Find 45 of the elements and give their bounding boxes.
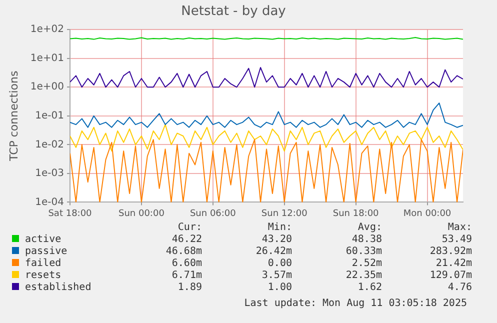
x-tick-label: Sun 00:00 bbox=[118, 208, 165, 219]
text: 1.89 bbox=[176, 282, 202, 294]
text: 21.42m bbox=[434, 258, 472, 270]
text: 6.60m bbox=[170, 258, 202, 270]
legend-label: passive bbox=[25, 246, 68, 257]
text: 129.07m bbox=[428, 270, 472, 282]
text: 0.00 bbox=[266, 258, 292, 270]
legend-label: active bbox=[25, 234, 62, 245]
text: Cur: bbox=[176, 222, 202, 234]
x-tick-label: Sun 12:00 bbox=[261, 208, 308, 219]
text: 46.22 bbox=[170, 234, 202, 246]
text: 1.00 bbox=[266, 282, 292, 294]
text: 46.68m bbox=[164, 246, 202, 258]
y-tick-label: 1e+01 bbox=[30, 52, 64, 64]
legend-label: failed bbox=[25, 258, 62, 269]
y-axis-title: TCP connections bbox=[7, 70, 20, 162]
x-tick-label: Sun 06:00 bbox=[190, 208, 236, 219]
legend-label: established bbox=[25, 282, 92, 293]
y-tick-label: 1e-04 bbox=[35, 196, 64, 208]
y-tick-label: 1e-03 bbox=[35, 168, 64, 180]
text: 4.76 bbox=[446, 282, 472, 294]
y-tick-label: 1e+00 bbox=[30, 82, 64, 93]
text: 283.92m bbox=[428, 246, 472, 258]
text: 6.71m bbox=[170, 270, 202, 282]
text: 53.49 bbox=[440, 234, 472, 246]
text: Avg: bbox=[356, 222, 382, 234]
y-tick-label: 1e-02 bbox=[35, 139, 64, 150]
text: 2.52m bbox=[350, 258, 382, 270]
x-tick-label: Mon 00:00 bbox=[403, 208, 452, 219]
text: 48.38 bbox=[350, 234, 382, 246]
x-tick-label: Sun 18:00 bbox=[332, 208, 380, 219]
legend-label: resets bbox=[25, 270, 62, 281]
text: 43.20 bbox=[260, 234, 292, 246]
y-tick-label: 1e+02 bbox=[30, 24, 64, 36]
text: 3.57m bbox=[260, 270, 292, 282]
chart-title: Netstat - by day bbox=[181, 4, 286, 20]
text: Min: bbox=[266, 222, 292, 234]
text: 1.62 bbox=[356, 282, 382, 294]
y-tick-label: 1e-01 bbox=[35, 110, 64, 122]
text: Last update: Mon Aug 11 03:05:18 2025 bbox=[244, 298, 467, 309]
text: Max: bbox=[446, 222, 472, 234]
x-tick-label: Sat 18:00 bbox=[48, 208, 92, 219]
text: 26.42m bbox=[254, 246, 292, 258]
text: 22.35m bbox=[344, 270, 382, 282]
text: 60.33m bbox=[344, 246, 382, 258]
